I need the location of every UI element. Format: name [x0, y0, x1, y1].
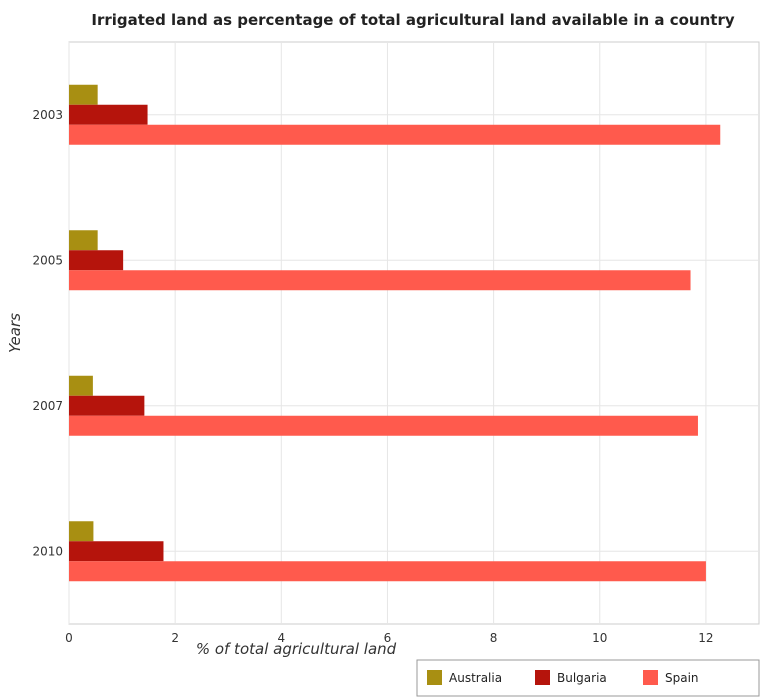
bar-spain-2003 — [69, 124, 721, 145]
grid-lines-y — [69, 114, 759, 552]
bars — [69, 84, 721, 582]
x-tick-label: 10 — [592, 631, 607, 645]
bar-australia-2010 — [69, 521, 94, 542]
legend-swatch-australia — [427, 670, 442, 685]
legend-box — [416, 659, 760, 697]
bar-australia-2005 — [69, 230, 98, 251]
y-tick-label: 2005 — [32, 253, 63, 267]
x-axis-label: % of total agricultural land — [196, 640, 397, 658]
legend-label-australia: Australia — [449, 671, 502, 685]
bar-australia-2003 — [69, 84, 98, 105]
legend-swatch-bulgaria — [535, 670, 550, 685]
y-axis-ticks: 2003 2005 2007 2010 — [32, 108, 63, 559]
bar-spain-2005 — [69, 270, 691, 291]
bar-bulgaria-2007 — [69, 395, 145, 416]
y-tick-label: 2003 — [32, 108, 63, 122]
x-tick-label: 0 — [65, 631, 73, 645]
chart-title: Irrigated land as percentage of total ag… — [91, 11, 734, 29]
bar-australia-2007 — [69, 375, 93, 396]
x-tick-label: 6 — [384, 631, 392, 645]
x-tick-label: 8 — [490, 631, 498, 645]
legend-label-bulgaria: Bulgaria — [557, 671, 607, 685]
legend-label-spain: Spain — [665, 671, 699, 685]
y-tick-label: 2007 — [32, 399, 63, 413]
x-tick-label: 2 — [171, 631, 179, 645]
bar-bulgaria-2003 — [69, 104, 148, 125]
bar-bulgaria-2005 — [69, 250, 124, 271]
x-axis-ticks: 0 2 4 6 8 10 12 — [65, 631, 713, 645]
y-tick-label: 2010 — [32, 544, 63, 558]
x-tick-label: 4 — [277, 631, 285, 645]
x-tick-label: 12 — [698, 631, 713, 645]
y-axis-label: Years — [6, 313, 24, 353]
bar-bulgaria-2010 — [69, 541, 164, 562]
legend-swatch-spain — [643, 670, 658, 685]
bar-spain-2010 — [69, 561, 706, 582]
bar-spain-2007 — [69, 415, 698, 436]
legend: Australia Bulgaria Spain — [416, 659, 760, 697]
